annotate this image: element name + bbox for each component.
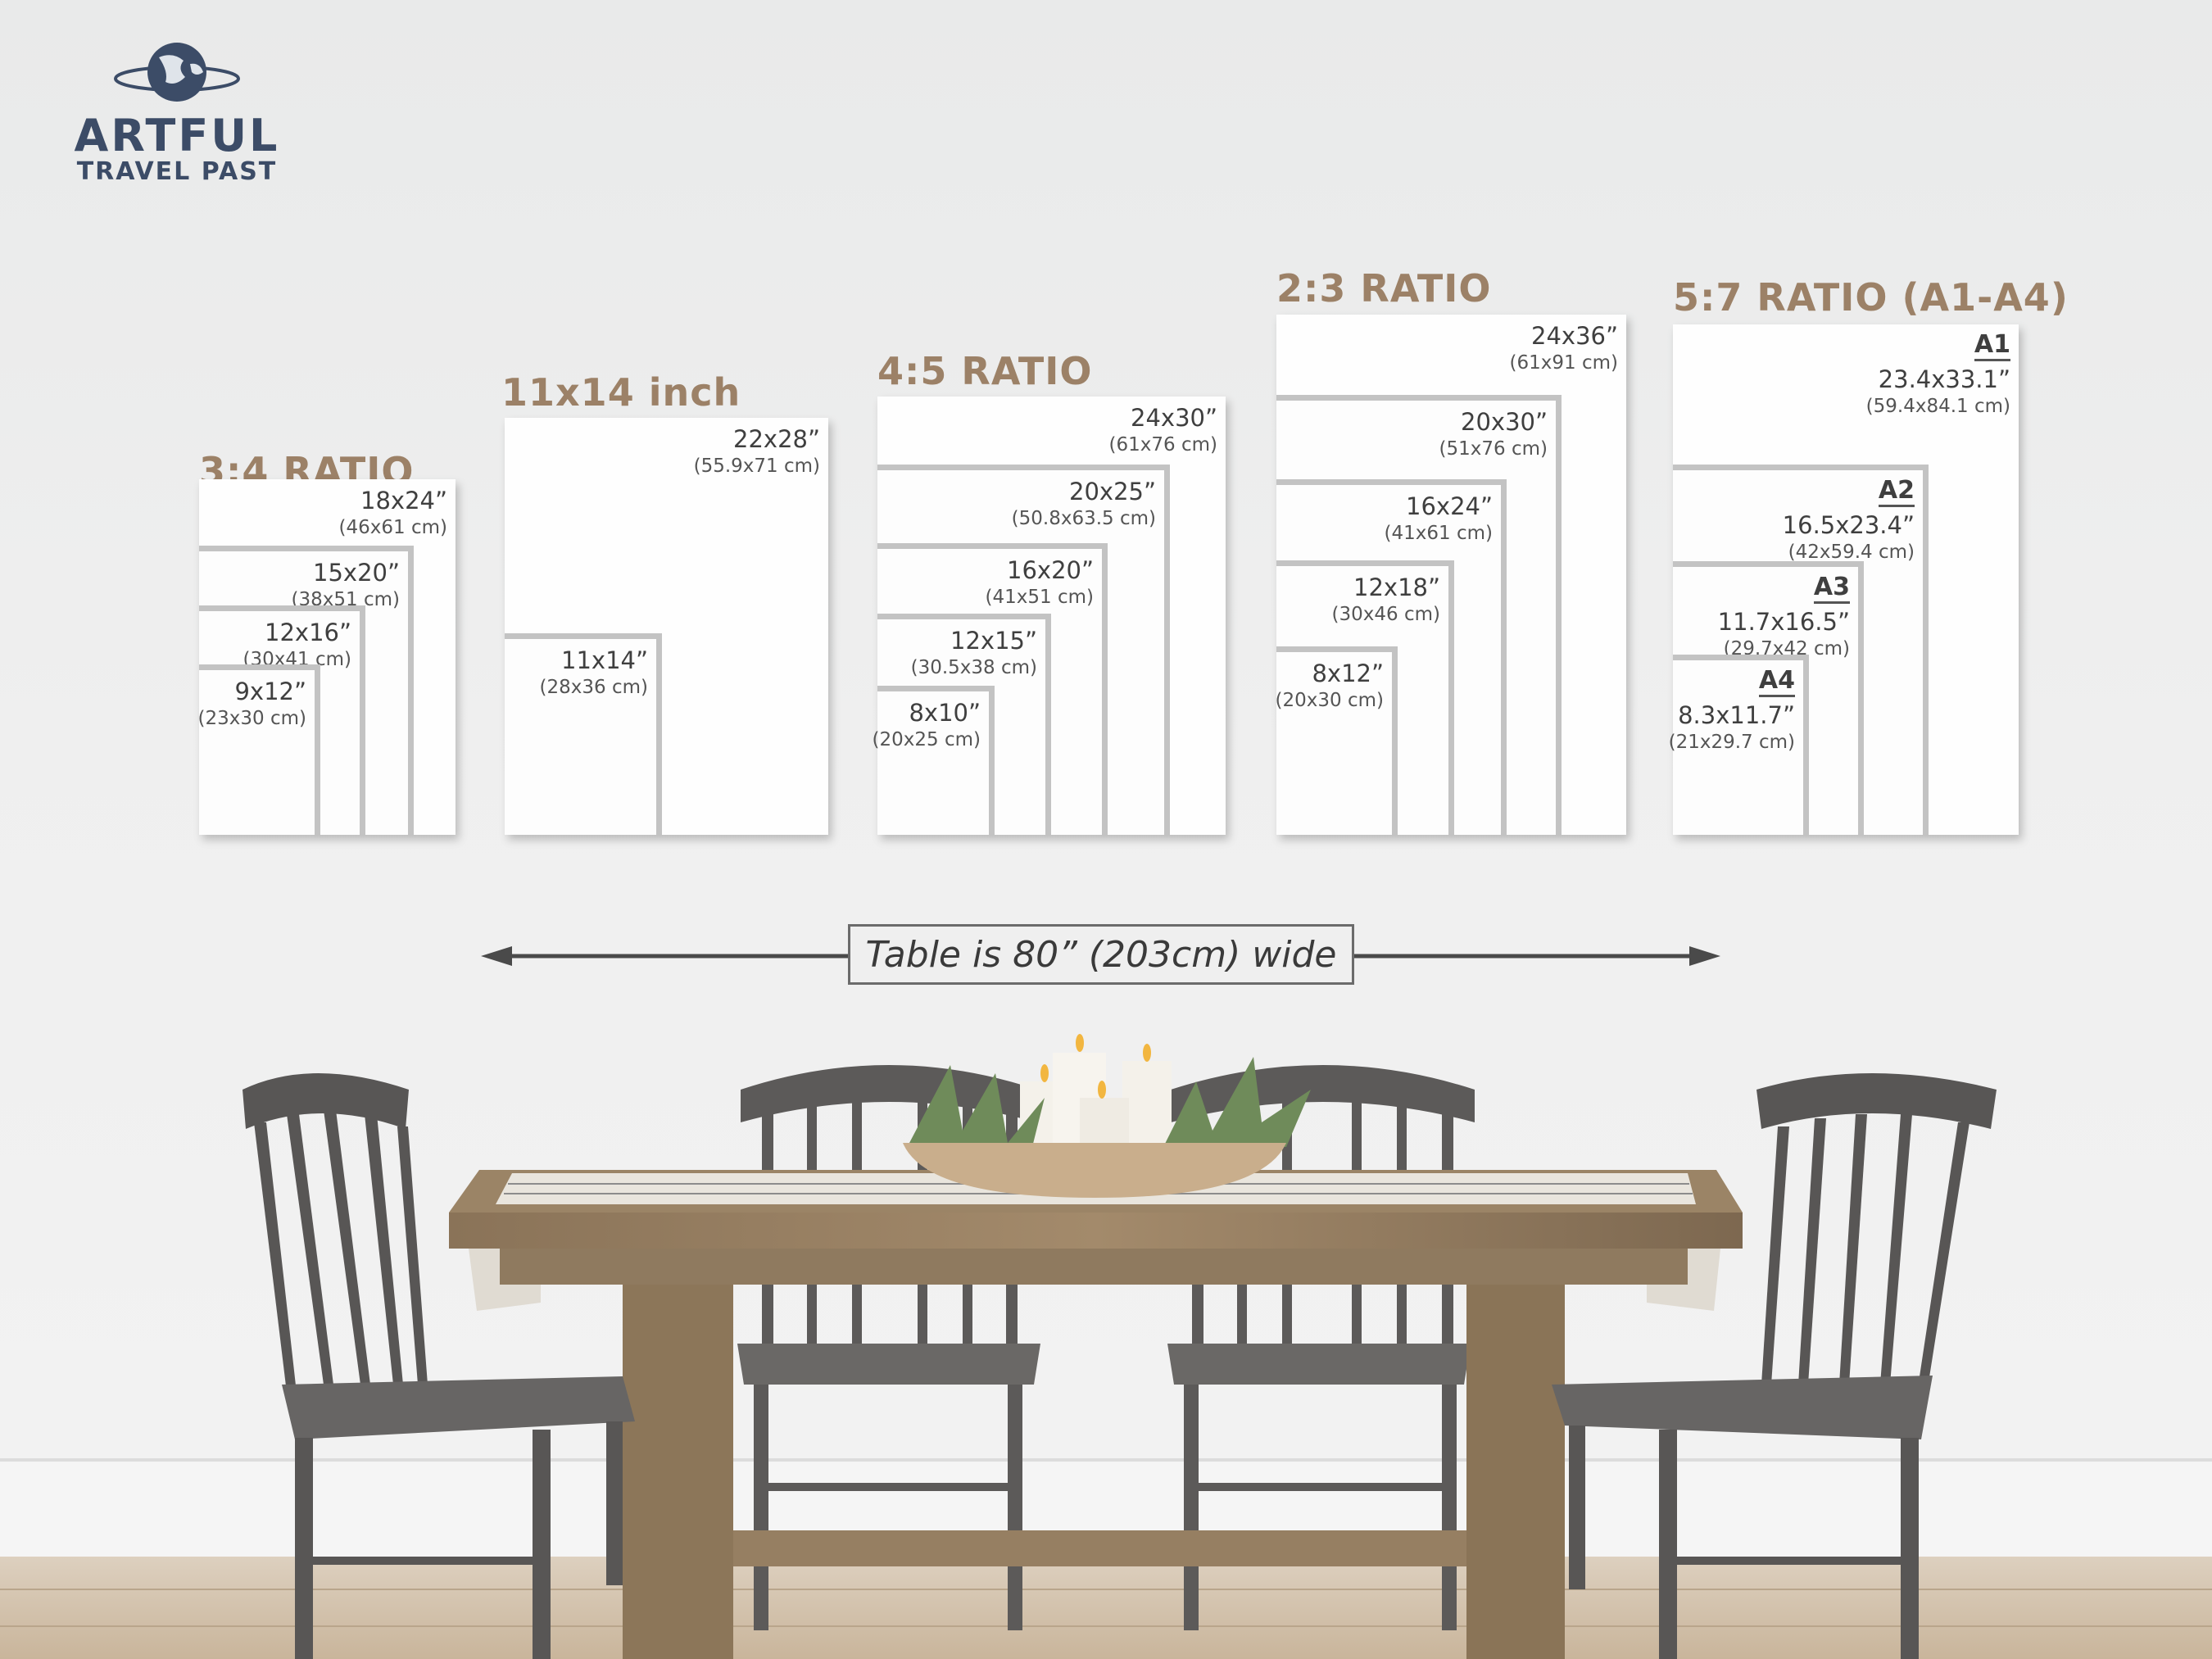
size-cm: (23x30 cm): [197, 708, 306, 729]
table-width-label: Table is 80” (203cm) wide: [848, 924, 1354, 985]
size-cm: (41x61 cm): [1384, 523, 1493, 544]
frame-label: 8x12” (20x30 cm): [1276, 659, 1384, 713]
frame-label: A3 11.7x16.5” (29.7x42 cm): [1718, 573, 1850, 661]
print-frame: 11x14” (28x36 cm): [505, 633, 662, 835]
size-inches: 20x30”: [1461, 408, 1548, 436]
size-cm: (50.8x63.5 cm): [1011, 508, 1156, 529]
group-title: 2:3 RATIO: [1276, 266, 1492, 310]
size-inches: 11x14”: [561, 646, 648, 674]
chair-front-left: [243, 1073, 635, 1659]
print-frame: A4 8.3x11.7” (21x29.7 cm): [1669, 655, 1809, 835]
size-cm: (59.4x84.1 cm): [1865, 396, 2010, 417]
paper-size-tag: A2: [1878, 477, 1915, 507]
globe-icon: [114, 43, 240, 102]
size-inches: 12x18”: [1353, 573, 1440, 601]
paper-size-tag: A4: [1758, 667, 1795, 697]
size-inches: 9x12”: [234, 678, 306, 705]
size-inches: 16.5x23.4”: [1782, 511, 1915, 539]
frame-label: A1 23.4x33.1” (59.4x84.1 cm): [1866, 331, 2010, 419]
size-inches: 8.3x11.7”: [1678, 701, 1795, 729]
size-inches: 12x16”: [265, 619, 351, 646]
frame-label: 15x20” (38x51 cm): [292, 558, 400, 612]
print-frame: 8x12” (20x30 cm): [1276, 646, 1398, 835]
chair-front-right: [1552, 1073, 1997, 1659]
group-title: 5:7 RATIO (A1-A4): [1673, 275, 2069, 320]
logo-brand: ARTFUL: [74, 110, 280, 161]
size-inches: 15x20”: [313, 559, 400, 587]
size-cm: (61x91 cm): [1509, 352, 1618, 374]
size-cm: (20x25 cm): [872, 729, 981, 750]
frame-label: A4 8.3x11.7” (21x29.7 cm): [1669, 667, 1795, 755]
size-cm: (41x51 cm): [985, 587, 1094, 608]
size-cm: (55.9x71 cm): [693, 456, 820, 477]
print-frame: 9x12” (23x30 cm): [198, 664, 320, 835]
frame-label: 24x36” (61x91 cm): [1510, 321, 1618, 375]
group-title: 11x14 inch: [501, 370, 741, 415]
size-cm: (42x59.4 cm): [1788, 542, 1915, 563]
frame-label: 24x30” (61x76 cm): [1109, 403, 1217, 457]
size-inches: 22x28”: [733, 425, 820, 453]
size-inches: 24x30”: [1131, 404, 1217, 432]
frame-label: 12x15” (30.5x38 cm): [911, 626, 1037, 680]
frame-label: 20x25” (50.8x63.5 cm): [1012, 477, 1156, 531]
wooden-bowl: [903, 1143, 1286, 1198]
size-inches: 23.4x33.1”: [1878, 365, 2010, 393]
print-frame: 8x10” (20x25 cm): [873, 686, 995, 835]
size-cm: (21x29.7 cm): [1668, 732, 1795, 753]
size-inches: 16x20”: [1007, 556, 1094, 584]
frame-label: 8x10” (20x25 cm): [873, 698, 981, 752]
size-inches: 11.7x16.5”: [1717, 608, 1850, 636]
size-cm: (20x30 cm): [1275, 690, 1384, 711]
frame-label: 9x12” (23x30 cm): [198, 677, 306, 731]
centerpiece: [903, 1034, 1311, 1198]
paper-size-tag: A1: [1974, 331, 2010, 361]
size-cm: (46x61 cm): [338, 517, 447, 538]
frame-label: 12x18” (30x46 cm): [1332, 573, 1440, 627]
size-cm: (51x76 cm): [1439, 438, 1548, 460]
group-title: 4:5 RATIO: [877, 349, 1093, 393]
frame-label: A2 16.5x23.4” (42x59.4 cm): [1783, 477, 1915, 564]
size-inches: 20x25”: [1069, 478, 1156, 505]
size-inches: 18x24”: [360, 487, 447, 514]
width-arrow: [481, 946, 1720, 966]
size-inches: 8x10”: [909, 699, 981, 727]
size-inches: 24x36”: [1531, 322, 1618, 350]
size-cm: (30.5x38 cm): [910, 657, 1037, 678]
size-cm: (61x76 cm): [1108, 434, 1217, 456]
frame-label: 16x20” (41x51 cm): [986, 555, 1094, 610]
frame-label: 18x24” (46x61 cm): [339, 486, 447, 540]
frame-label: 16x24” (41x61 cm): [1385, 492, 1493, 546]
frame-label: 22x28” (55.9x71 cm): [694, 424, 820, 478]
floor: [0, 1557, 2212, 1659]
artful-travel-past-logo[interactable]: ARTFUL TRAVEL PAST: [54, 39, 300, 185]
dining-table: [449, 1170, 1743, 1659]
size-inches: 16x24”: [1406, 492, 1493, 520]
paper-size-tag: A3: [1813, 573, 1850, 604]
frame-label: 20x30” (51x76 cm): [1439, 407, 1548, 461]
size-cm: (30x46 cm): [1331, 604, 1440, 625]
size-inches: 8x12”: [1312, 660, 1384, 687]
size-cm: (28x36 cm): [539, 677, 648, 698]
frame-label: 11x14” (28x36 cm): [540, 646, 648, 700]
size-inches: 12x15”: [950, 627, 1037, 655]
logo-tagline: TRAVEL PAST: [76, 157, 278, 186]
